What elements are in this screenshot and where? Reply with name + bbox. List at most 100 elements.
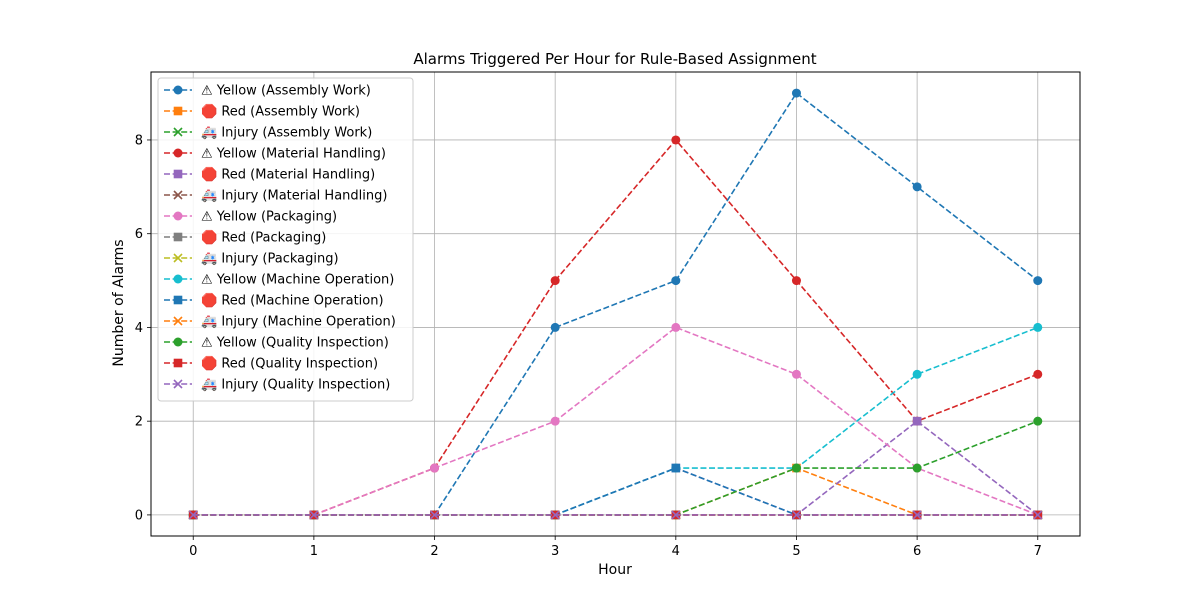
data-point [671, 510, 681, 520]
x-tick-label: 7 [1034, 544, 1042, 559]
point-marker-stroke [173, 127, 183, 137]
data-point [671, 463, 681, 473]
y-tick-label: 8 [135, 133, 143, 148]
legend-marker [173, 316, 183, 326]
legend-item: 🛑 Red (Quality Inspection) [164, 356, 378, 372]
y-axis-label: Number of Alarms [111, 239, 127, 366]
y-tick-label: 2 [135, 415, 143, 430]
data-point [1033, 276, 1043, 286]
legend-marker [173, 358, 183, 368]
legend-label: 🛑 Red (Quality Inspection) [201, 356, 378, 372]
legend-marker [173, 169, 183, 179]
legend-item: ⚠ Yellow (Packaging) [164, 210, 337, 225]
x-tick-label: 1 [310, 544, 318, 559]
data-point [430, 463, 440, 473]
legend-marker [173, 274, 183, 284]
series-layer [188, 88, 1043, 520]
x-tick-label: 3 [551, 544, 559, 559]
data-point [1033, 510, 1043, 520]
legend-item: 🚑 Injury (Packaging) [164, 252, 339, 267]
point-marker-stroke [173, 253, 183, 263]
legend-item: 🚑 Injury (Machine Operation) [164, 315, 396, 330]
legend-marker [173, 85, 183, 95]
x-tick-label: 6 [913, 544, 921, 559]
y-tick-label: 4 [135, 321, 143, 336]
legend-label: ⚠ Yellow (Assembly Work) [201, 84, 371, 99]
point-marker-stroke [309, 510, 319, 520]
x-tick-label: 2 [430, 544, 438, 559]
data-point [912, 510, 922, 520]
data-point [912, 416, 922, 426]
data-point [671, 135, 681, 145]
axes: 0 1 2 3 4 5 6 7 0 2 4 6 8 [135, 133, 1042, 559]
data-point [429, 510, 440, 520]
y-tick-label: 6 [135, 227, 143, 242]
data-point [912, 369, 922, 379]
series-line [193, 326, 1039, 516]
legend-label: ⚠ Yellow (Quality Inspection) [201, 336, 389, 351]
legend-marker [173, 127, 183, 137]
legend-marker [173, 295, 183, 305]
data-point [309, 510, 319, 520]
data-point [550, 276, 560, 286]
point-marker-stroke [912, 510, 922, 520]
x-tick-label: 0 [189, 544, 197, 559]
plot-frame [150, 71, 1081, 537]
data-point [912, 463, 922, 473]
legend-item: 🚑 Injury (Material Handling) [164, 189, 387, 204]
legend-item: 🛑 Red (Machine Operation) [164, 293, 384, 309]
legend-item: 🛑 Red (Assembly Work) [164, 104, 360, 120]
legend-item: 🛑 Red (Packaging) [164, 230, 326, 246]
series [188, 510, 1043, 520]
data-point [791, 369, 801, 379]
data-point [188, 510, 198, 520]
data-point [791, 510, 802, 520]
point-marker-stroke [173, 379, 183, 389]
legend-item: ⚠ Yellow (Quality Inspection) [164, 336, 389, 351]
legend-marker [173, 211, 183, 221]
chart-title: Alarms Triggered Per Hour for Rule-Based… [413, 50, 816, 68]
legend-item: 🛑 Red (Material Handling) [164, 167, 375, 183]
data-point [912, 182, 922, 192]
x-tick-label: 4 [672, 544, 680, 559]
data-point [791, 463, 801, 473]
legend-marker [173, 253, 183, 263]
legend-item: ⚠ Yellow (Assembly Work) [164, 84, 371, 99]
legend-label: 🚑 Injury (Material Handling) [201, 189, 387, 204]
legend-label: 🛑 Red (Material Handling) [201, 167, 375, 183]
data-point [791, 88, 801, 98]
legend-label: 🛑 Red (Packaging) [201, 230, 326, 246]
point-marker-stroke [188, 510, 198, 520]
legend-marker [173, 190, 183, 200]
legend-label: 🛑 Red (Assembly Work) [201, 104, 360, 120]
legend-box [157, 77, 414, 402]
data-point [791, 276, 801, 286]
data-point [1033, 369, 1043, 379]
legend-marker [173, 106, 183, 116]
legend-item: 🚑 Injury (Assembly Work) [164, 126, 372, 141]
x-axis-label: Hour [598, 562, 632, 578]
data-point [550, 416, 560, 426]
data-point [1033, 322, 1043, 332]
legend-label: 🚑 Injury (Quality Inspection) [201, 378, 390, 393]
legend-label: ⚠ Yellow (Material Handling) [201, 147, 386, 162]
x-tick-label: 5 [792, 544, 800, 559]
legend-label: 🚑 Injury (Machine Operation) [201, 315, 396, 330]
point-marker-stroke [791, 510, 802, 520]
data-point [671, 276, 681, 286]
legend: ⚠ Yellow (Assembly Work) 🛑 Red (Assembly … [157, 77, 414, 402]
legend-item: ⚠ Yellow (Machine Operation) [164, 273, 394, 288]
point-marker-stroke [429, 510, 440, 520]
data-point [671, 322, 681, 332]
data-point [550, 322, 560, 332]
legend-label: 🚑 Injury (Packaging) [201, 252, 339, 267]
point-marker-stroke [173, 190, 183, 200]
legend-label: ⚠ Yellow (Machine Operation) [201, 273, 394, 288]
legend-marker [173, 379, 183, 389]
legend-marker [173, 232, 183, 242]
legend-label: 🚑 Injury (Assembly Work) [201, 126, 372, 141]
point-marker-stroke [550, 510, 560, 520]
data-point [1033, 416, 1043, 426]
legend-label: ⚠ Yellow (Packaging) [201, 210, 337, 225]
